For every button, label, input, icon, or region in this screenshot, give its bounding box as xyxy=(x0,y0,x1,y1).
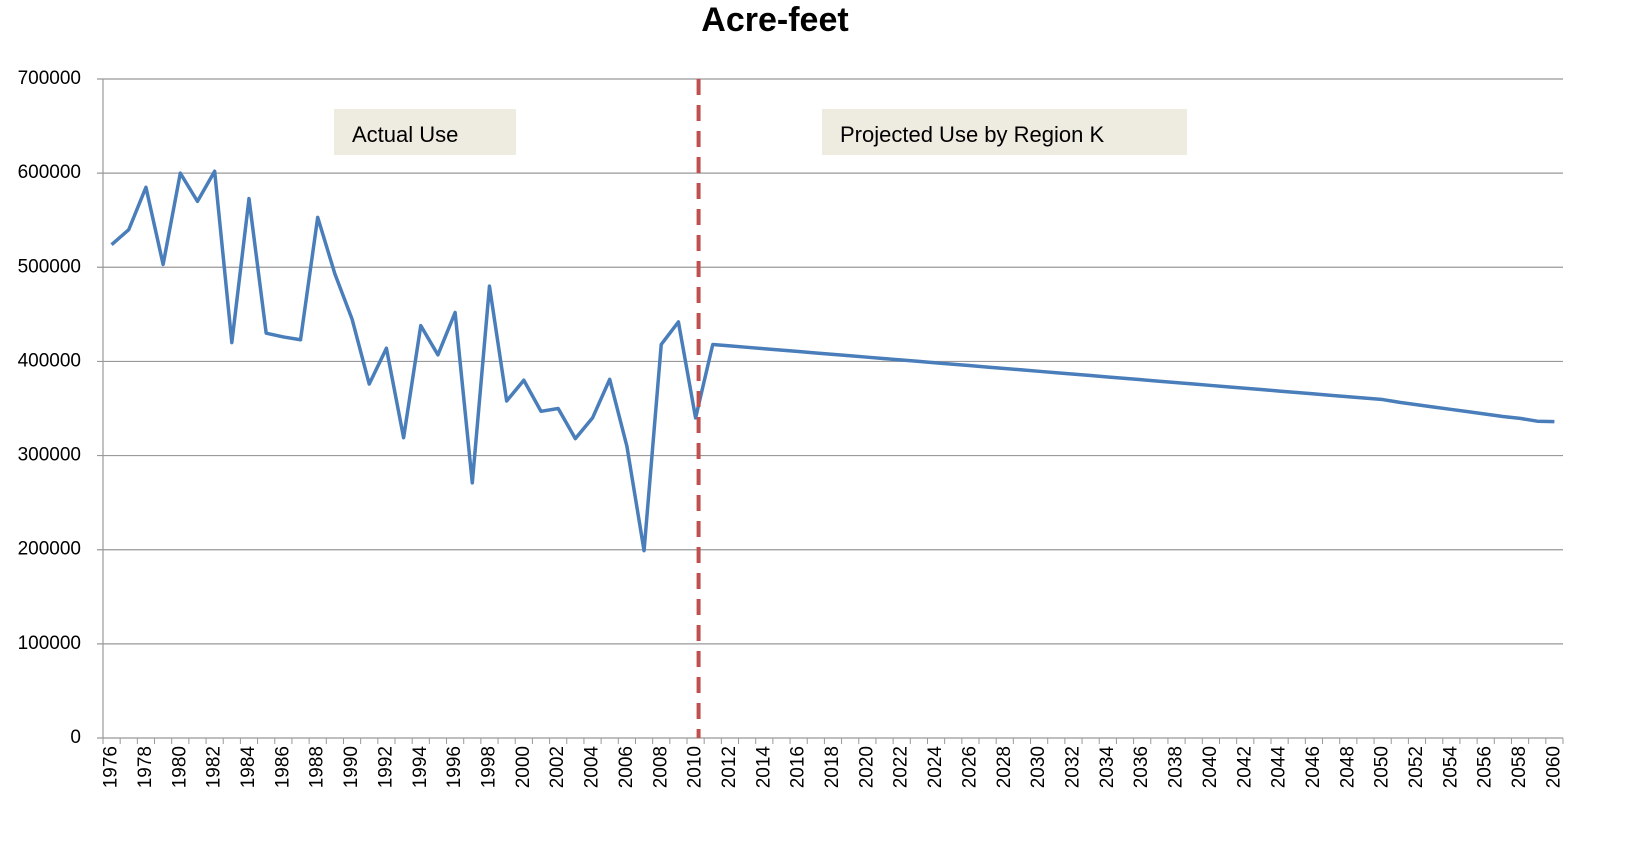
chart-title: Acre-feet xyxy=(701,1,848,39)
x-tick-label: 2046 xyxy=(1303,746,1324,788)
y-tick-label: 500000 xyxy=(18,256,81,277)
x-tick-label: 2008 xyxy=(650,746,671,788)
x-tick-label: 2024 xyxy=(925,746,946,789)
x-tick-label: 1986 xyxy=(272,746,293,788)
x-tick-label: 2040 xyxy=(1200,746,1221,788)
x-tick-label: 2030 xyxy=(1028,746,1049,788)
x-tick-label: 2000 xyxy=(513,746,534,788)
x-tick-label: 2060 xyxy=(1543,746,1564,788)
x-tick-label: 2032 xyxy=(1062,746,1083,788)
x-tick-label: 2026 xyxy=(959,746,980,788)
x-tick-label: 1988 xyxy=(307,746,328,788)
x-tick-label: 2002 xyxy=(547,746,568,788)
x-tick-label: 2034 xyxy=(1097,746,1118,789)
x-tick-label: 2056 xyxy=(1475,746,1496,788)
x-tick-label: 2014 xyxy=(753,746,774,789)
y-tick-label: 400000 xyxy=(18,350,81,371)
x-tick-label: 1980 xyxy=(169,746,190,788)
x-tick-label: 2044 xyxy=(1269,746,1290,789)
y-tick-label: 100000 xyxy=(18,633,81,654)
x-tick-label: 1982 xyxy=(204,746,225,788)
x-tick-label: 1994 xyxy=(410,746,431,789)
x-tick-label: 1996 xyxy=(444,746,465,788)
x-tick-label: 1984 xyxy=(238,746,259,789)
x-tick-label: 2010 xyxy=(685,746,706,788)
y-tick-label: 200000 xyxy=(18,539,81,560)
y-tick-label: 300000 xyxy=(18,445,81,466)
x-tick-label: 2020 xyxy=(856,746,877,788)
x-tick-label: 2004 xyxy=(582,746,603,789)
x-tick-label: 2022 xyxy=(891,746,912,788)
annotation: Projected Use by Region K xyxy=(840,122,1104,147)
y-tick-label: 0 xyxy=(70,727,81,748)
x-tick-label: 2042 xyxy=(1234,746,1255,788)
annotation-box xyxy=(334,109,516,155)
x-tick-label: 2052 xyxy=(1406,746,1427,788)
x-tick-label: 2048 xyxy=(1337,746,1358,788)
x-tick-label: 1998 xyxy=(478,746,499,788)
x-tick-label: 2036 xyxy=(1131,746,1152,788)
x-tick-label: 2054 xyxy=(1440,746,1461,789)
annotation: Actual Use xyxy=(352,122,458,147)
x-tick-label: 2038 xyxy=(1166,746,1187,788)
x-tick-label: 2050 xyxy=(1372,746,1393,788)
annotation-box xyxy=(822,109,1187,155)
series-line xyxy=(110,169,1555,553)
y-tick-label: 700000 xyxy=(18,68,81,89)
x-tick-label: 2018 xyxy=(822,746,843,788)
x-tick-label: 1992 xyxy=(375,746,396,788)
x-tick-label: 1990 xyxy=(341,746,362,788)
y-tick-label: 600000 xyxy=(18,162,81,183)
x-tick-label: 1978 xyxy=(135,746,156,788)
x-tick-label: 2028 xyxy=(994,746,1015,788)
x-tick-label: 2012 xyxy=(719,746,740,788)
x-tick-label: 2058 xyxy=(1509,746,1530,788)
x-tick-label: 2006 xyxy=(616,746,637,788)
x-tick-label: 1976 xyxy=(101,746,122,788)
x-tick-label: 2016 xyxy=(788,746,809,788)
